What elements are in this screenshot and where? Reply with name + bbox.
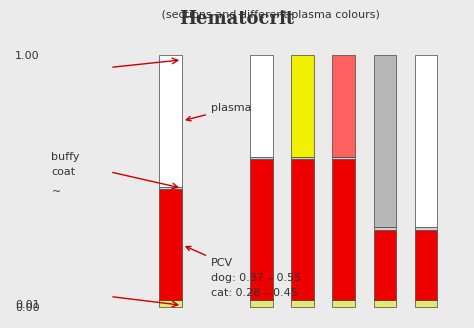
FancyBboxPatch shape — [250, 300, 273, 307]
FancyBboxPatch shape — [291, 300, 314, 307]
Text: buffy: buffy — [51, 152, 80, 162]
FancyBboxPatch shape — [332, 157, 355, 159]
FancyBboxPatch shape — [374, 230, 396, 300]
FancyBboxPatch shape — [159, 300, 182, 307]
FancyBboxPatch shape — [159, 190, 182, 300]
FancyBboxPatch shape — [159, 55, 182, 187]
FancyBboxPatch shape — [291, 159, 314, 300]
Text: cat: 0.28 – 0.45: cat: 0.28 – 0.45 — [211, 288, 298, 298]
Text: (sections and different plasma colours): (sections and different plasma colours) — [94, 10, 380, 20]
FancyBboxPatch shape — [332, 159, 355, 300]
FancyBboxPatch shape — [374, 55, 396, 227]
Text: Hematocrit: Hematocrit — [180, 10, 294, 28]
FancyBboxPatch shape — [332, 55, 355, 157]
FancyBboxPatch shape — [374, 300, 396, 307]
FancyBboxPatch shape — [415, 55, 438, 227]
FancyBboxPatch shape — [374, 227, 396, 230]
Text: plasma: plasma — [186, 103, 251, 121]
Text: coat: coat — [51, 167, 75, 177]
FancyBboxPatch shape — [250, 159, 273, 300]
FancyBboxPatch shape — [250, 157, 273, 159]
FancyBboxPatch shape — [159, 187, 182, 190]
FancyBboxPatch shape — [415, 300, 438, 307]
FancyBboxPatch shape — [415, 230, 438, 300]
Text: PCV: PCV — [186, 246, 233, 268]
FancyBboxPatch shape — [291, 55, 314, 157]
FancyBboxPatch shape — [415, 227, 438, 230]
Text: ~: ~ — [51, 187, 61, 197]
FancyBboxPatch shape — [250, 55, 273, 157]
Text: dog: 0.37 – 0.55: dog: 0.37 – 0.55 — [211, 273, 301, 283]
FancyBboxPatch shape — [291, 157, 314, 159]
FancyBboxPatch shape — [332, 300, 355, 307]
